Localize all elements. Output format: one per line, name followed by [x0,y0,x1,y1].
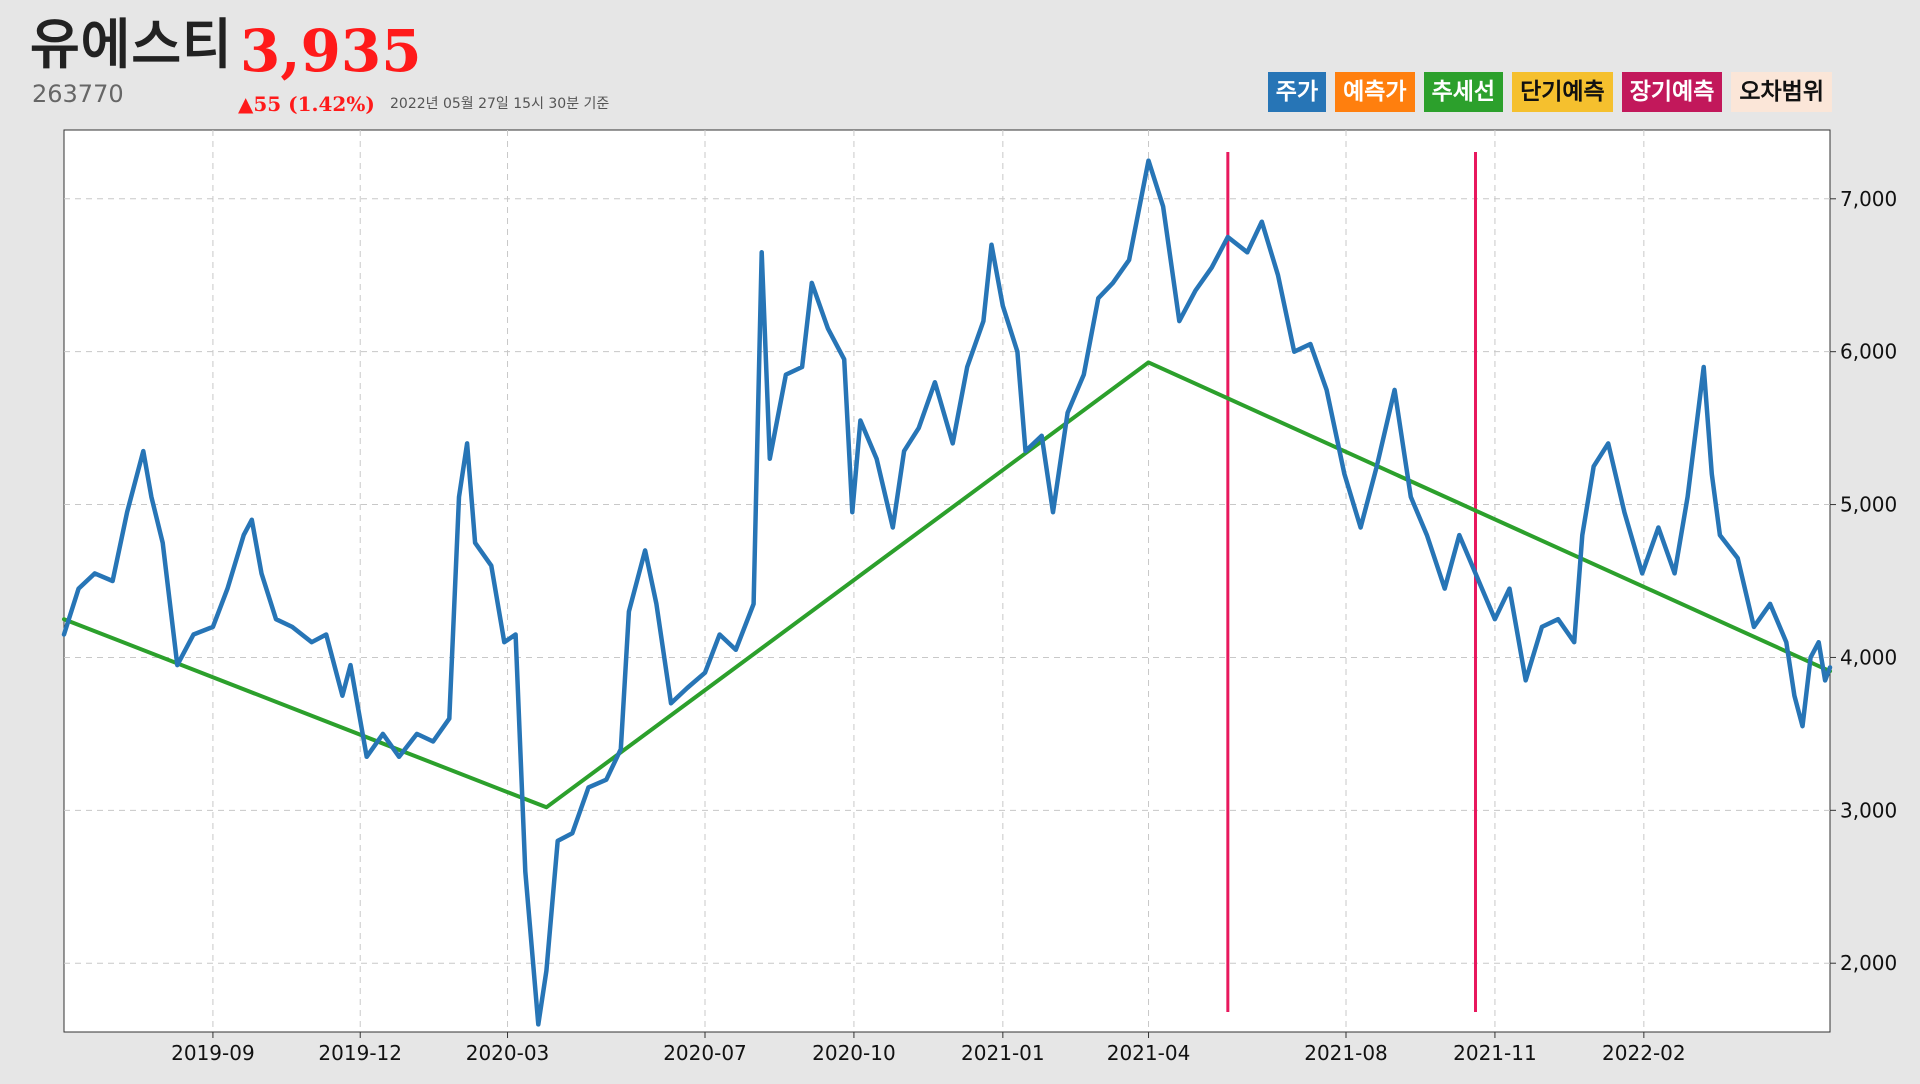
x-tick-label: 2020-03 [466,1041,550,1065]
x-tick-label: 2021-04 [1107,1041,1191,1065]
price-timestamp: 2022년 05월 27일 15시 30분 기준 [390,96,610,112]
grid-lines [64,130,1830,1032]
y-tick-label: 4,000 [1840,645,1897,669]
legend-item-trendline[interactable]: 추세선 [1423,72,1504,112]
current-price: 3,935 [240,17,422,85]
x-tick-label: 2021-08 [1304,1041,1388,1065]
x-axis-ticks: 2019-09 2019-12 2020-03 2020-07 2020-10 2021-… [171,1032,1686,1065]
y-tick-label: 3,000 [1840,798,1897,822]
x-tick-label: 2020-10 [812,1041,896,1065]
legend-item-error-range[interactable]: 오차범위 [1731,72,1832,112]
series-lines [61,158,1833,1027]
legend-item-price[interactable]: 주가 [1267,72,1327,112]
x-tick-label: 2021-01 [961,1041,1045,1065]
x-tick-label: 2019-09 [171,1041,255,1065]
y-tick-label: 6,000 [1840,340,1897,364]
price-change: ▲55 (1.42%) [238,92,375,116]
x-tick-label: 2019-12 [318,1041,402,1065]
y-tick-label: 5,000 [1840,493,1897,517]
legend-item-long-term[interactable]: 장기예측 [1621,72,1723,112]
trend-line [62,360,1832,810]
x-tick-label: 2021-11 [1453,1041,1537,1065]
price-line [61,158,1833,1027]
legend-item-forecast[interactable]: 예측가 [1335,72,1415,112]
vertical-markers [1226,152,1478,1012]
y-tick-label: 2,000 [1840,951,1897,975]
stock-code: 263770 [32,80,124,108]
chart-legend: 주가 예측가 추세선 단기예측 장기예측 오차범위 [1267,72,1832,112]
stock-name: 유에스티 [30,13,233,76]
legend-item-short-term[interactable]: 단기예측 [1512,72,1613,112]
y-tick-label: 7,000 [1840,187,1897,211]
y-axis-ticks: 2,000 3,000 4,000 5,000 6,000 7,000 [1830,187,1897,975]
stock-header: 유에스티 3,935 263770 ▲55 (1.42%) 2022년 05월 … [0,0,1920,130]
x-tick-label: 2022-02 [1602,1041,1686,1065]
x-tick-label: 2020-07 [663,1041,747,1065]
plot-background [63,129,1831,1033]
